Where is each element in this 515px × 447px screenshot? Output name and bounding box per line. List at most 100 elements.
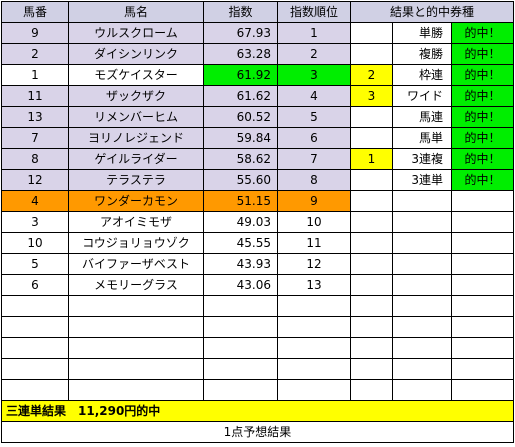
horse-name-cell: ザックザク [68, 85, 204, 107]
horse-number-cell: 5 [1, 253, 69, 275]
bet-type-cell: 複勝 [392, 43, 452, 65]
empty-cell [277, 295, 351, 317]
table-row: 4 ワンダーカモン 51.15 9 [1, 190, 514, 212]
bet-type-cell: 馬連 [392, 106, 452, 128]
horse-name-cell: ヨリノレジェンド [68, 127, 204, 149]
hit-cell [451, 274, 514, 296]
result-place-cell [350, 274, 393, 296]
table-row: 6 メモリーグラス 43.06 13 [1, 274, 514, 296]
footer-row: 1点予想結果 [1, 421, 514, 443]
index-cell: 61.92 [203, 64, 278, 86]
result-place-cell [350, 232, 393, 254]
empty-cell [68, 379, 204, 401]
trifecta-result: 三連単結果 11,290円的中 [1, 400, 514, 422]
header-row: 馬番 馬名 指数 指数順位 結果と的中券種 [1, 1, 514, 23]
hit-cell: 的中！ [451, 64, 514, 86]
hit-cell: 的中！ [451, 22, 514, 44]
table-row: 8 ゲイルライダー 58.62 7 1 3連複 的中！ [1, 148, 514, 170]
empty-cell [1, 316, 69, 338]
index-rank-cell: 9 [277, 190, 351, 212]
header-index-rank: 指数順位 [277, 1, 351, 23]
index-rank-cell: 7 [277, 148, 351, 170]
hit-cell [451, 232, 514, 254]
empty-cell [1, 337, 69, 359]
index-cell: 45.55 [203, 232, 278, 254]
footer-caption: 1点予想結果 [1, 421, 514, 443]
empty-cell [392, 295, 452, 317]
index-cell: 60.52 [203, 106, 278, 128]
index-rank-cell: 12 [277, 253, 351, 275]
index-rank-cell: 6 [277, 127, 351, 149]
empty-cell [203, 358, 278, 380]
horse-number-cell: 7 [1, 127, 69, 149]
empty-cell [203, 316, 278, 338]
horse-number-cell: 9 [1, 22, 69, 44]
hit-cell: 的中！ [451, 148, 514, 170]
result-place-cell [350, 106, 393, 128]
empty-cell [392, 358, 452, 380]
empty-cell [277, 358, 351, 380]
index-rank-cell: 5 [277, 106, 351, 128]
empty-cell [392, 379, 452, 401]
bet-type-cell: ワイド [392, 85, 452, 107]
index-rank-cell: 3 [277, 64, 351, 86]
bet-type-cell [392, 253, 452, 275]
bet-type-cell [392, 190, 452, 212]
horse-number-cell: 11 [1, 85, 69, 107]
hit-cell: 的中！ [451, 169, 514, 191]
result-place-cell [350, 211, 393, 233]
hit-cell [451, 253, 514, 275]
hit-cell [451, 190, 514, 212]
empty-cell [1, 379, 69, 401]
horse-name-cell: コウジョリョウゾク [68, 232, 204, 254]
result-row: 三連単結果 11,290円的中 [1, 400, 514, 422]
header-horse-name: 馬名 [68, 1, 204, 23]
index-rank-cell: 1 [277, 22, 351, 44]
horse-name-cell: テラステラ [68, 169, 204, 191]
hit-cell: 的中！ [451, 106, 514, 128]
horse-name-cell: ワンダーカモン [68, 190, 204, 212]
horse-number-cell: 8 [1, 148, 69, 170]
hit-cell [451, 211, 514, 233]
horse-name-cell: ウルスクローム [68, 22, 204, 44]
hit-cell: 的中！ [451, 43, 514, 65]
index-cell: 59.84 [203, 127, 278, 149]
result-place-cell [350, 43, 393, 65]
bet-type-cell: 枠連 [392, 64, 452, 86]
empty-cell [392, 337, 452, 359]
index-cell: 49.03 [203, 211, 278, 233]
index-rank-cell: 13 [277, 274, 351, 296]
empty-cell [203, 337, 278, 359]
empty-cell [277, 379, 351, 401]
empty-cell [68, 337, 204, 359]
horse-number-cell: 12 [1, 169, 69, 191]
horse-number-cell: 3 [1, 211, 69, 233]
table-row: 5 バイファーザベスト 43.93 12 [1, 253, 514, 275]
table-row: 3 アオイミモザ 49.03 10 [1, 211, 514, 233]
result-place-cell: 2 [350, 64, 393, 86]
index-cell: 55.60 [203, 169, 278, 191]
horse-number-cell: 1 [1, 64, 69, 86]
empty-cell [68, 358, 204, 380]
result-place-cell [350, 253, 393, 275]
index-cell: 51.15 [203, 190, 278, 212]
index-cell: 43.93 [203, 253, 278, 275]
empty-cell [451, 379, 514, 401]
horse-name-cell: モズケイスター [68, 64, 204, 86]
table-row: 9 ウルスクローム 67.93 1 単勝 的中！ [1, 22, 514, 44]
empty-row [1, 316, 514, 338]
table-row: 2 ダイシンリンク 63.28 2 複勝 的中！ [1, 43, 514, 65]
horse-number-cell: 6 [1, 274, 69, 296]
result-place-cell: 3 [350, 85, 393, 107]
empty-cell [451, 316, 514, 338]
bet-type-cell [392, 274, 452, 296]
result-place-cell [350, 169, 393, 191]
horse-name-cell: アオイミモザ [68, 211, 204, 233]
result-place-cell: 1 [350, 148, 393, 170]
table-row: 11 ザックザク 61.62 4 3 ワイド 的中！ [1, 85, 514, 107]
empty-cell [350, 358, 393, 380]
empty-cell [451, 358, 514, 380]
horse-number-cell: 4 [1, 190, 69, 212]
